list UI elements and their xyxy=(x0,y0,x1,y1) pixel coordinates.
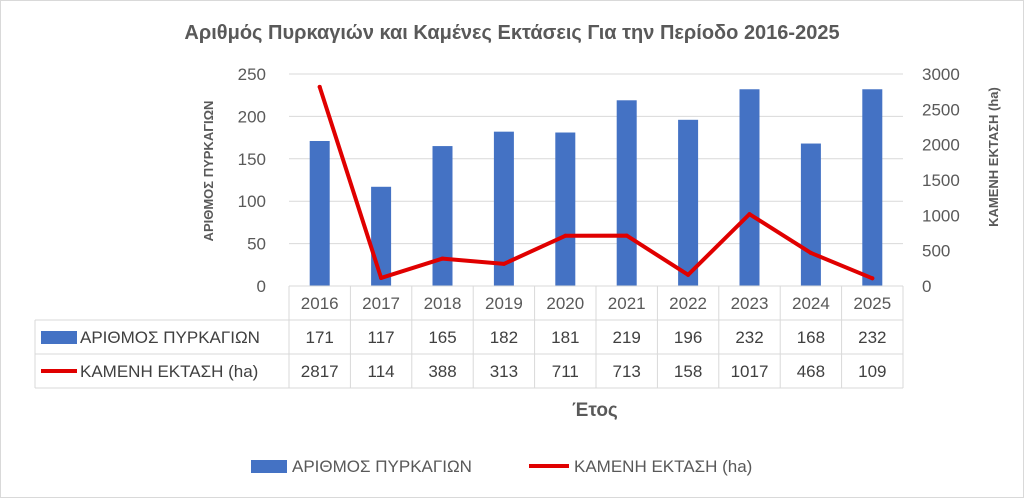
line-point xyxy=(501,261,506,266)
data-label: 117 xyxy=(368,328,395,347)
right-axis-ticks: 0 500 1000 1500 2000 2500 3000 xyxy=(922,65,960,296)
data-label: 109 xyxy=(858,362,886,381)
x-tick-label: 2016 xyxy=(301,294,339,313)
line-point xyxy=(317,84,322,89)
data-label: 181 xyxy=(551,328,579,347)
data-label: 196 xyxy=(674,328,702,347)
right-tick-label: 500 xyxy=(922,242,950,261)
data-label: 1017 xyxy=(731,362,769,381)
legend-key-bar xyxy=(251,460,287,473)
left-tick-label: 50 xyxy=(247,235,266,254)
line-point xyxy=(563,233,568,238)
x-tick-label: 2025 xyxy=(853,294,891,313)
bar xyxy=(739,89,760,286)
data-label: 468 xyxy=(797,362,825,381)
x-tick-label: 2023 xyxy=(731,294,769,313)
right-tick-label: 1500 xyxy=(922,171,960,190)
right-tick-label: 1000 xyxy=(922,206,960,225)
data-label: 713 xyxy=(613,362,641,381)
line-point xyxy=(747,212,752,217)
bar xyxy=(678,119,699,287)
left-tick-label: 150 xyxy=(238,150,266,169)
right-tick-label: 3000 xyxy=(922,65,960,84)
bar xyxy=(309,140,330,286)
line-series xyxy=(317,84,875,281)
data-label: 158 xyxy=(674,362,702,381)
line-point xyxy=(379,275,384,280)
data-label: 232 xyxy=(858,328,886,347)
legend-entry: ΑΡΙΘΜΟΣ ΠΥΡΚΑΓΙΩΝ xyxy=(292,457,472,476)
gridlines xyxy=(289,73,903,245)
right-tick-label: 2500 xyxy=(922,100,960,119)
data-label: 232 xyxy=(735,328,763,347)
table-key-bar xyxy=(41,331,77,344)
left-axis-title: ΑΡΙΘΜΟΣ ΠΥΡΚΑΓΙΩΝ xyxy=(201,101,216,242)
data-label: 165 xyxy=(428,328,456,347)
data-label: 182 xyxy=(490,328,518,347)
x-tick-label: 2020 xyxy=(546,294,584,313)
data-label: 388 xyxy=(428,362,456,381)
left-tick-label: 200 xyxy=(238,107,266,126)
left-tick-label: 0 xyxy=(257,277,266,296)
x-tick-label: 2022 xyxy=(669,294,707,313)
line-point xyxy=(808,250,813,255)
data-label: 171 xyxy=(306,328,334,347)
data-label: 711 xyxy=(552,362,579,381)
right-tick-label: 2000 xyxy=(922,136,960,155)
table-row-label: ΑΡΙΘΜΟΣ ΠΥΡΚΑΓΙΩΝ xyxy=(80,328,260,347)
table-row-label: ΚΑΜΕΝΗ ΕΚΤΑΣΗ (ha) xyxy=(80,362,258,381)
bar xyxy=(800,143,821,286)
chart-title: Αριθμός Πυρκαγιών και Καμένες Εκτάσεις Γ… xyxy=(184,22,839,44)
data-label: 313 xyxy=(490,362,518,381)
left-tick-label: 100 xyxy=(238,192,266,211)
data-label: 114 xyxy=(368,362,395,381)
data-label: 219 xyxy=(613,328,641,347)
bar xyxy=(493,131,514,286)
x-tick-label: 2017 xyxy=(362,294,400,313)
bar xyxy=(371,186,392,286)
x-tick-label: 2019 xyxy=(485,294,523,313)
left-axis-ticks: 0 50 100 150 200 250 xyxy=(238,65,266,296)
line-point xyxy=(870,276,875,281)
bar xyxy=(616,100,637,287)
line-point xyxy=(686,272,691,277)
data-label: 2817 xyxy=(301,362,339,381)
line-path xyxy=(317,84,875,281)
left-tick-label: 250 xyxy=(238,65,266,84)
x-tick-label: 2024 xyxy=(792,294,830,313)
legend-entry: ΚΑΜΕΝΗ ΕΚΤΑΣΗ (ha) xyxy=(574,457,752,476)
right-axis-title: ΚΑΜΕΝΗ ΕΚΤΑΣΗ (ha) xyxy=(986,87,1001,227)
x-tick-label: 2021 xyxy=(608,294,646,313)
data-label: 168 xyxy=(797,328,825,347)
legend: ΑΡΙΘΜΟΣ ΠΥΡΚΑΓΙΩΝ ΚΑΜΕΝΗ ΕΚΤΑΣΗ (ha) xyxy=(251,457,752,476)
right-tick-label: 0 xyxy=(922,277,931,296)
bar xyxy=(432,146,453,286)
line-point xyxy=(440,256,445,261)
bar-series xyxy=(309,89,883,287)
bar xyxy=(555,132,576,286)
line-point xyxy=(624,233,629,238)
x-axis-title: Έτος xyxy=(572,400,618,421)
bar xyxy=(862,89,883,286)
data-table: 2016 2017 2018 2019 2020 2021 2022 2023 2024 2025… xyxy=(34,285,904,389)
x-tick-label: 2018 xyxy=(424,294,462,313)
